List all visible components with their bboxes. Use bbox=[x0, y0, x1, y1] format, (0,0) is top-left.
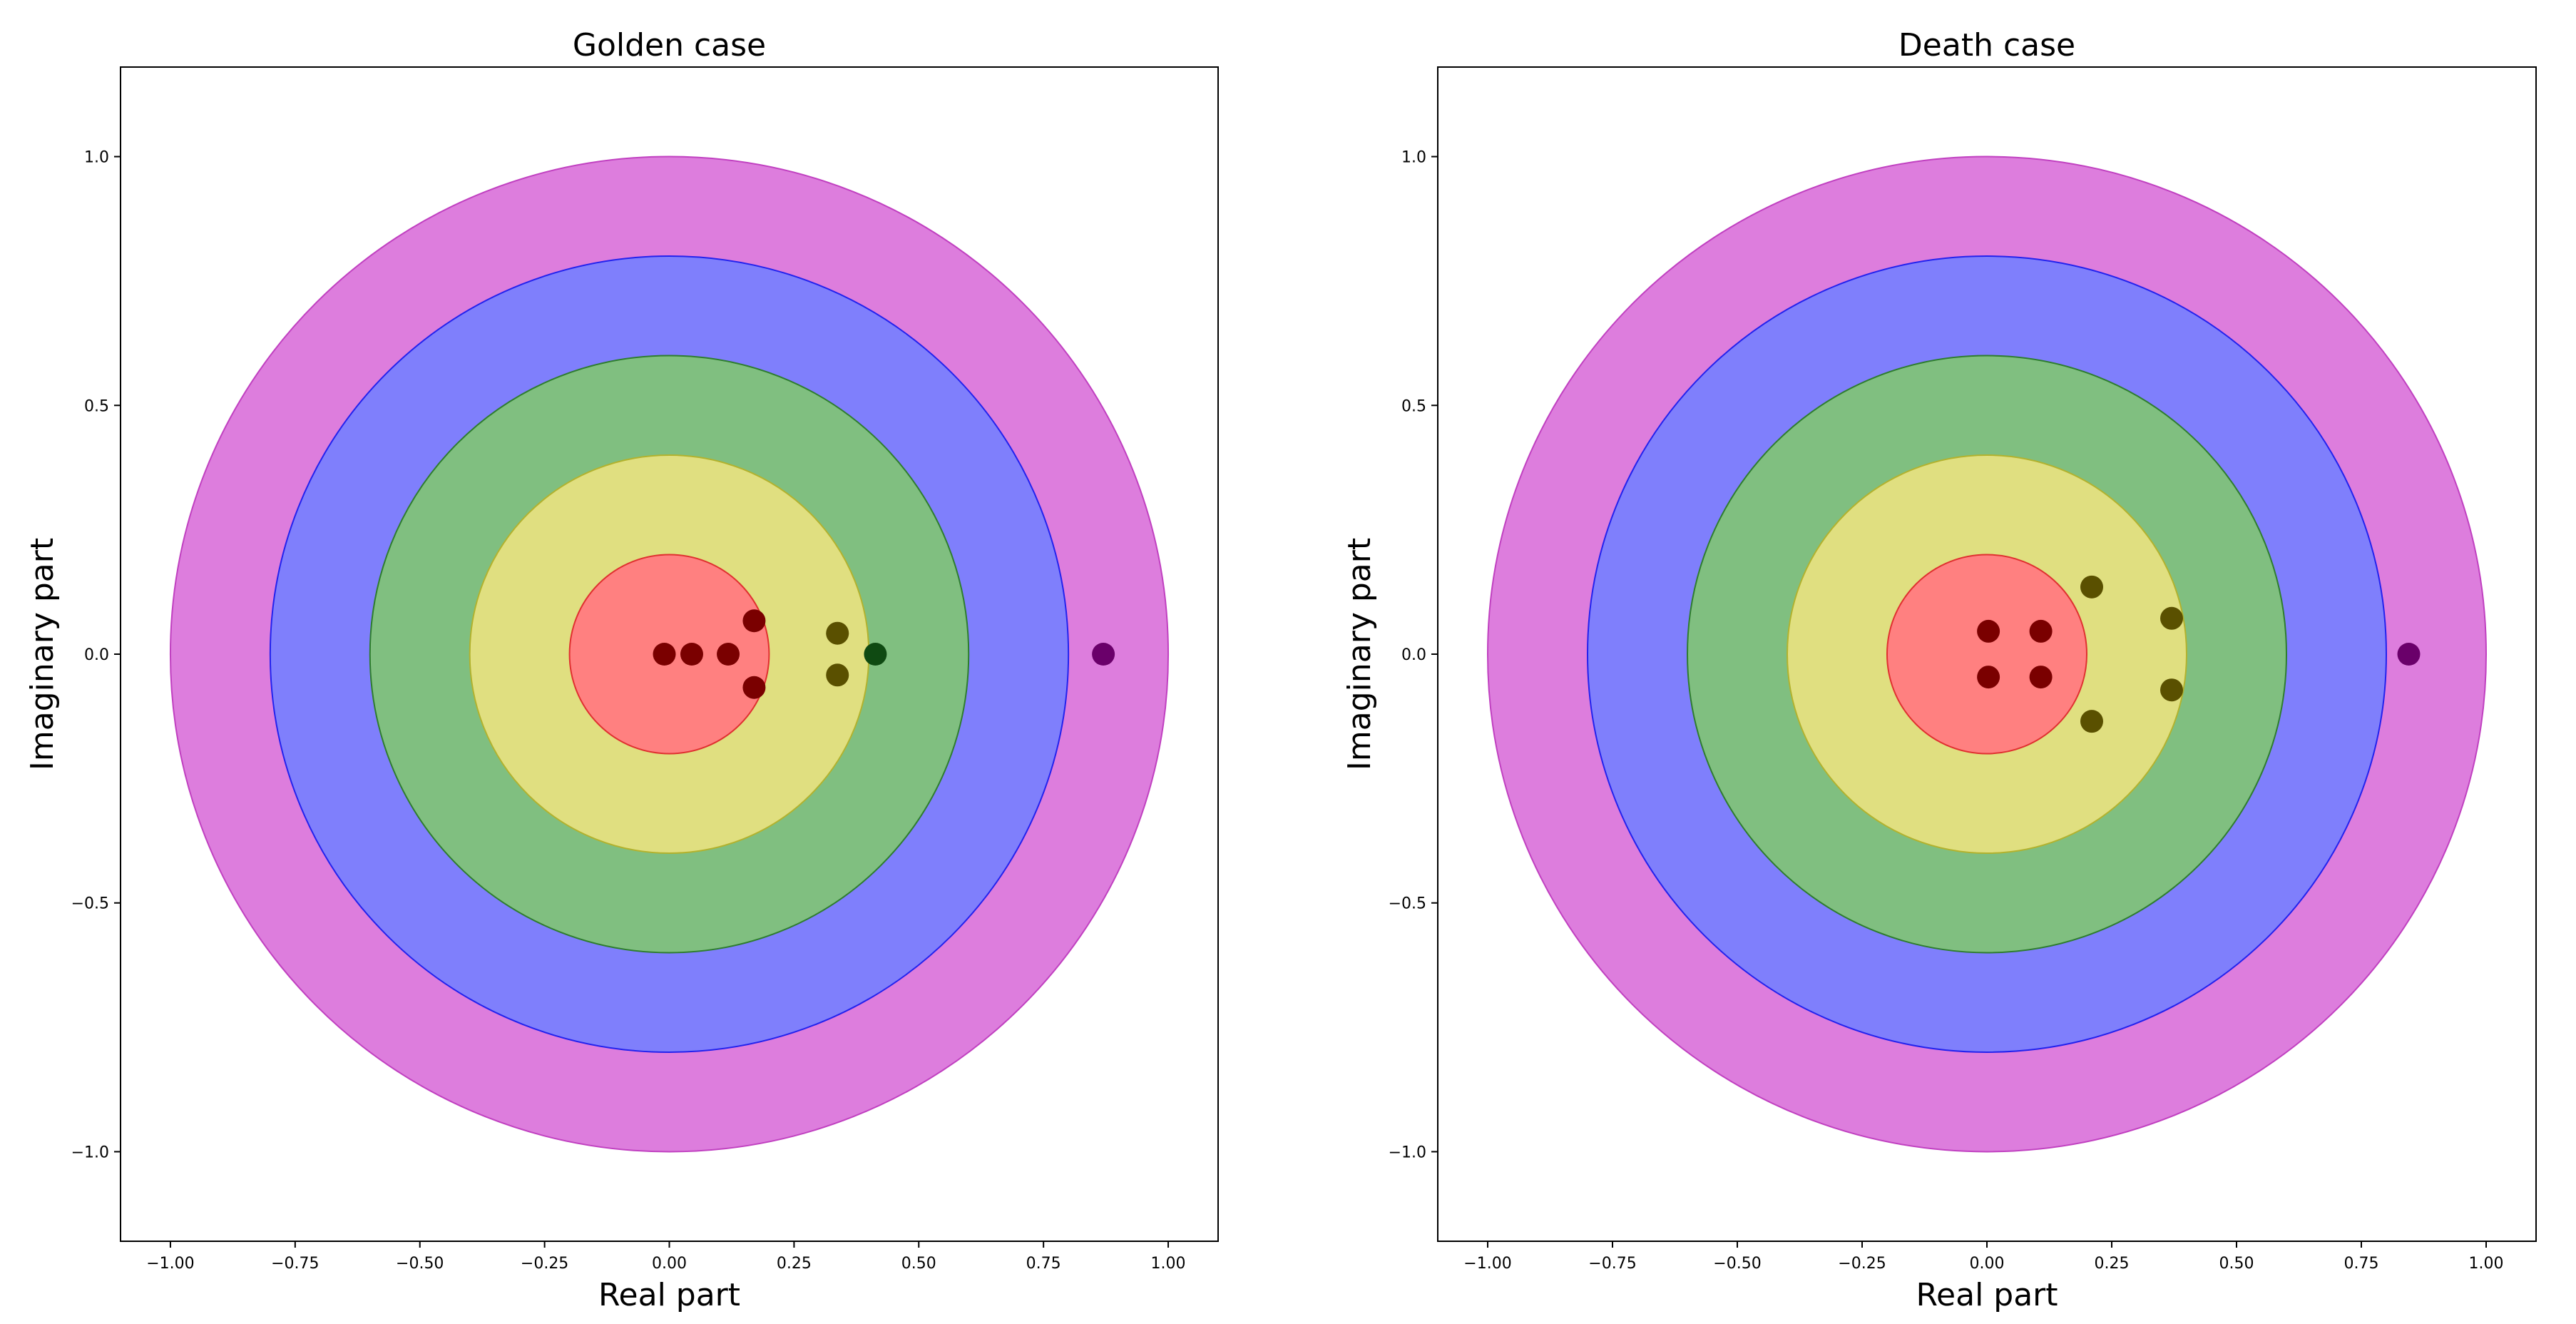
x-tick-label: 0.50 bbox=[2219, 1255, 2254, 1273]
y-axis-label: Imaginary part bbox=[1341, 538, 1378, 770]
data-point bbox=[1977, 619, 2000, 643]
data-point bbox=[1977, 666, 2000, 689]
x-tick-label: −0.50 bbox=[1713, 1255, 1761, 1273]
data-point bbox=[864, 643, 887, 666]
x-axis-label: Real part bbox=[1916, 1277, 2058, 1313]
x-tick-label: 1.00 bbox=[1151, 1255, 1186, 1273]
x-tick-label: −0.25 bbox=[521, 1255, 568, 1273]
x-tick-label: 0.00 bbox=[652, 1255, 687, 1273]
data-point bbox=[653, 643, 676, 666]
y-axis-label: Imaginary part bbox=[24, 538, 61, 770]
data-point bbox=[2080, 575, 2103, 599]
ring-red bbox=[1886, 554, 2087, 755]
y-tick-label: 1.0 bbox=[1401, 149, 1426, 167]
plot-area bbox=[1438, 67, 2536, 1241]
x-tick-label: 0.50 bbox=[901, 1255, 936, 1273]
data-point bbox=[717, 643, 740, 666]
plot-title: Golden case bbox=[573, 27, 766, 63]
y-tick-label: −1.0 bbox=[71, 1144, 109, 1161]
y-tick-label: −1.0 bbox=[1389, 1144, 1426, 1161]
data-point bbox=[742, 676, 766, 699]
data-point bbox=[2029, 666, 2053, 689]
x-tick-label: −0.75 bbox=[1588, 1255, 1636, 1273]
x-tick-label: 0.25 bbox=[2095, 1255, 2130, 1273]
data-point bbox=[826, 663, 849, 687]
data-point bbox=[826, 621, 849, 645]
y-tick-label: −0.5 bbox=[71, 895, 109, 913]
data-point bbox=[2029, 619, 2053, 643]
x-tick-label: 0.75 bbox=[1026, 1255, 1061, 1273]
data-point bbox=[2160, 678, 2183, 702]
data-point bbox=[742, 609, 766, 633]
death-case-panel: −1.00 −0.75 −0.50 −0.25 0.00 0.25 0.50 0.75 1.00… bbox=[1341, 27, 2537, 1313]
plot-area bbox=[121, 67, 1218, 1241]
x-tick-label: 0.25 bbox=[777, 1255, 812, 1273]
y-tick-label: 0.0 bbox=[84, 646, 109, 664]
data-point bbox=[2160, 606, 2183, 630]
x-tick-label: −0.75 bbox=[271, 1255, 319, 1273]
x-axis-label: Real part bbox=[598, 1277, 740, 1313]
y-tick-label: 0.0 bbox=[1401, 646, 1426, 664]
data-point bbox=[2080, 710, 2103, 733]
x-tick-label: 0.75 bbox=[2344, 1255, 2379, 1273]
y-tick-label: −0.5 bbox=[1389, 895, 1426, 913]
plot-title: Death case bbox=[1898, 27, 2075, 63]
data-point bbox=[1092, 643, 1115, 666]
y-tick-label: 0.5 bbox=[84, 397, 109, 415]
x-tick-label: −0.25 bbox=[1838, 1255, 1886, 1273]
x-tick-label: 0.00 bbox=[1970, 1255, 2005, 1273]
data-point bbox=[680, 643, 703, 666]
y-tick-label: 0.5 bbox=[1401, 397, 1426, 415]
x-tick-label: −1.00 bbox=[146, 1255, 194, 1273]
golden-case-panel: −1.00 −0.75 −0.50 −0.25 0.00 0.25 0.50 0.75 1.00… bbox=[24, 27, 1219, 1313]
data-point bbox=[2397, 643, 2421, 666]
x-tick-label: −0.50 bbox=[396, 1255, 444, 1273]
x-tick-label: −1.00 bbox=[1463, 1255, 1511, 1273]
x-tick-label: 1.00 bbox=[2469, 1255, 2504, 1273]
y-tick-label: 1.0 bbox=[84, 149, 109, 167]
